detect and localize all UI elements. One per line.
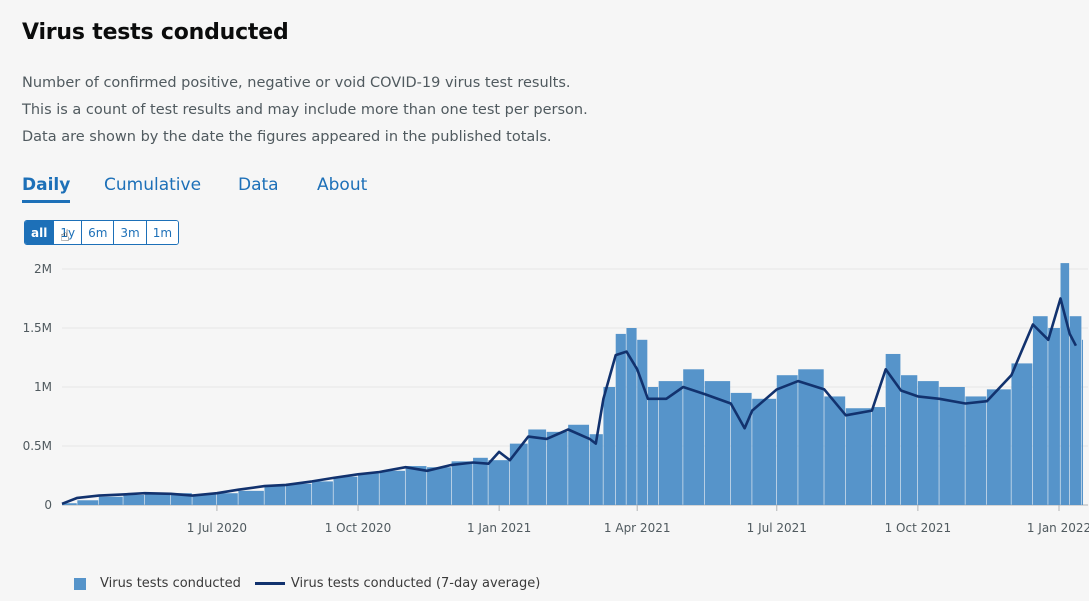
bar	[473, 457, 488, 505]
bar	[615, 333, 626, 505]
bar	[216, 493, 238, 505]
bar	[144, 493, 171, 505]
bar	[1048, 328, 1060, 505]
bar	[62, 503, 77, 505]
bar	[379, 470, 405, 505]
bar	[170, 493, 192, 505]
bar	[824, 396, 846, 505]
y-tick-label: 0	[44, 498, 52, 512]
description-line-3: Data are shown by the date the figures a…	[22, 129, 552, 145]
bar	[658, 381, 683, 505]
legend-bar-swatch	[74, 577, 86, 590]
x-tick-label: 1 Jul 2020	[187, 521, 247, 535]
bar	[647, 387, 659, 505]
y-tick-label: 2M	[34, 262, 52, 276]
bar	[98, 496, 123, 505]
range-1y-button[interactable]: 1y	[53, 221, 82, 244]
bar	[917, 381, 939, 505]
legend-bar-label: Virus tests conducted	[100, 576, 241, 591]
time-range-selector: all 1y 6m 3m 1m	[24, 220, 180, 245]
bar	[939, 387, 965, 505]
bar	[798, 369, 824, 505]
bar	[546, 431, 568, 505]
bar	[264, 484, 286, 505]
bar	[77, 500, 99, 505]
page-title: Virus tests conducted	[22, 20, 289, 45]
bar	[752, 398, 777, 505]
daily-tests-chart: 0 0.5M 1M 1.5M 2M 1 Jul 2020 1 Oct 2020 1 Jan 2…	[23, 262, 1089, 535]
tab-daily[interactable]: Daily	[22, 175, 71, 203]
bar	[589, 434, 603, 505]
chart-legend: Virus tests conducted Virus tests conduc…	[74, 576, 540, 591]
bar	[238, 490, 264, 505]
bar	[901, 375, 918, 505]
range-1m-button[interactable]: 1m	[145, 221, 179, 244]
tab-cumulative[interactable]: Cumulative	[104, 175, 202, 195]
seven-day-average-line	[61, 297, 1078, 506]
bar	[405, 466, 427, 505]
bar	[603, 387, 616, 505]
legend-line-swatch	[254, 582, 285, 585]
bar	[776, 375, 798, 505]
x-tick-label: 1 Jul 2021	[747, 521, 807, 535]
bar	[192, 494, 217, 505]
bar	[333, 476, 358, 505]
bar	[528, 429, 547, 505]
description-line-2: This is a count of test results and may …	[22, 102, 588, 118]
y-tick-label: 0.5M	[23, 439, 52, 453]
bar	[568, 424, 590, 505]
bar	[683, 369, 705, 505]
bar	[427, 467, 451, 505]
bar	[1069, 316, 1082, 505]
bar	[123, 494, 145, 505]
x-tick-label: 1 Jan 2021	[467, 521, 531, 535]
bar	[1082, 339, 1083, 505]
range-3m-button[interactable]: 3m	[113, 221, 146, 244]
hand-pointer-icon: ☝	[60, 226, 70, 245]
x-tick-label: 1 Jan 2022	[1027, 521, 1089, 535]
range-6m-button[interactable]: 6m	[81, 221, 114, 244]
bar	[845, 408, 872, 505]
y-tick-label: 1.5M	[23, 321, 52, 335]
bar	[451, 461, 473, 505]
bar	[626, 328, 637, 505]
x-tick-label: 1 Oct 2021	[885, 521, 952, 535]
bar	[1032, 316, 1048, 505]
tab-data[interactable]: Data	[238, 175, 279, 195]
bar	[509, 443, 528, 505]
x-tick-label: 1 Apr 2021	[604, 521, 671, 535]
bar	[637, 339, 648, 505]
bar	[1060, 263, 1070, 505]
range-all-button[interactable]: all	[25, 221, 54, 244]
bar	[885, 353, 901, 505]
legend-line-label: Virus tests conducted (7-day average)	[290, 576, 541, 591]
tab-about[interactable]: About	[317, 175, 368, 195]
bar	[1011, 363, 1033, 505]
description-line-1: Number of confirmed positive, negative o…	[22, 75, 571, 91]
bar	[312, 481, 333, 505]
bar	[285, 483, 312, 505]
bar	[986, 389, 1011, 505]
bar	[965, 396, 987, 505]
y-tick-label: 1M	[34, 380, 52, 394]
x-tick-label: 1 Oct 2020	[325, 521, 392, 535]
bar	[871, 407, 886, 505]
bar	[358, 473, 379, 505]
bar	[488, 460, 510, 505]
